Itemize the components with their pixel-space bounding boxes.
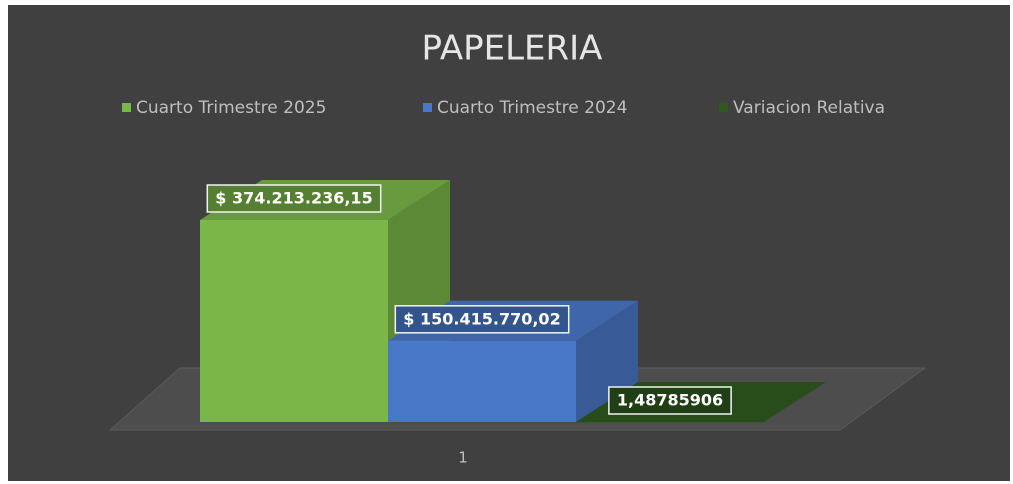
legend-swatch — [423, 103, 432, 112]
legend-label: Variacion Relativa — [733, 98, 885, 118]
bar — [576, 422, 764, 423]
value-label-box — [394, 305, 570, 334]
value-label: $ 150.415.770,02 — [403, 309, 560, 328]
chart-title: PAPELERIA — [422, 29, 603, 69]
value-label: $ 374.213.236,15 — [215, 189, 372, 208]
value-label-box — [608, 386, 732, 415]
legend-swatch — [719, 103, 728, 112]
legend-swatch — [122, 103, 131, 112]
legend-label: Cuarto Trimestre 2025 — [136, 98, 326, 118]
legend-label: Cuarto Trimestre 2024 — [437, 98, 627, 118]
value-label-box — [206, 184, 382, 213]
value-label: 1,48785906 — [617, 391, 723, 410]
bar — [388, 340, 576, 422]
x-tick-label: 1 — [458, 449, 468, 467]
bar — [200, 220, 388, 422]
